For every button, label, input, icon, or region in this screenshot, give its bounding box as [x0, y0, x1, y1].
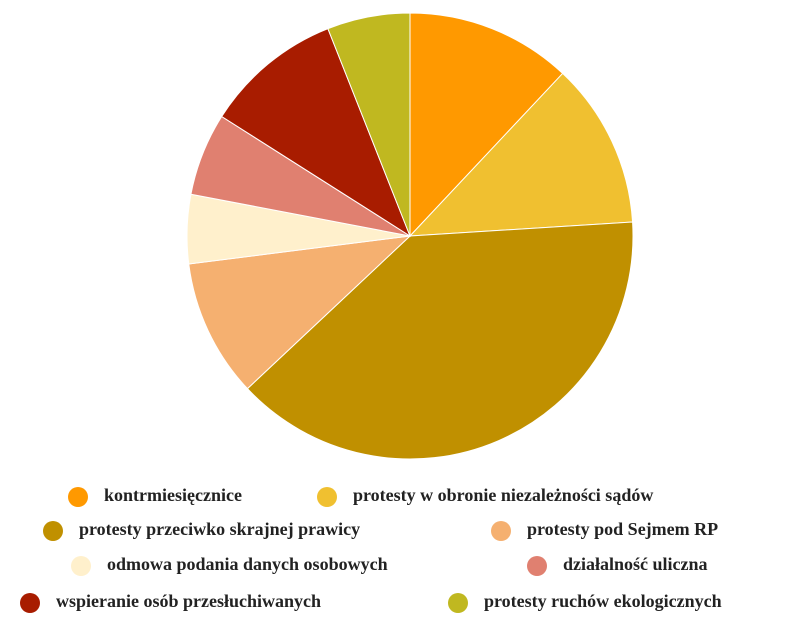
legend-label: protesty pod Sejmem RP: [527, 519, 718, 539]
pie-slice: [221, 28, 412, 238]
legend-label: działalność uliczna: [563, 554, 708, 574]
legend-marker: [20, 593, 40, 613]
pie-slice: [409, 12, 564, 238]
pie-slice: [327, 12, 411, 237]
legend-label: odmowa podania danych osobowych: [107, 554, 388, 574]
legend-marker: [71, 556, 91, 576]
legend-marker: [491, 521, 511, 541]
pie-slice: [408, 72, 634, 237]
legend-label: protesty w obronie niezależności sądów: [353, 485, 653, 505]
legend-label: protesty ruchów ekologicznych: [484, 591, 722, 611]
legend-marker: [317, 487, 337, 507]
legend-marker: [448, 593, 468, 613]
legend-marker: [68, 487, 88, 507]
legend-label: wspieranie osób przesłuchiwanych: [56, 591, 321, 611]
pie-slice: [246, 221, 634, 460]
legend-marker: [527, 556, 547, 576]
legend-label: kontrmiesięcznice: [104, 485, 242, 505]
pie-slice: [188, 235, 412, 390]
legend-marker: [43, 521, 63, 541]
legend-label: protesty przeciwko skrajnej prawicy: [79, 519, 360, 539]
